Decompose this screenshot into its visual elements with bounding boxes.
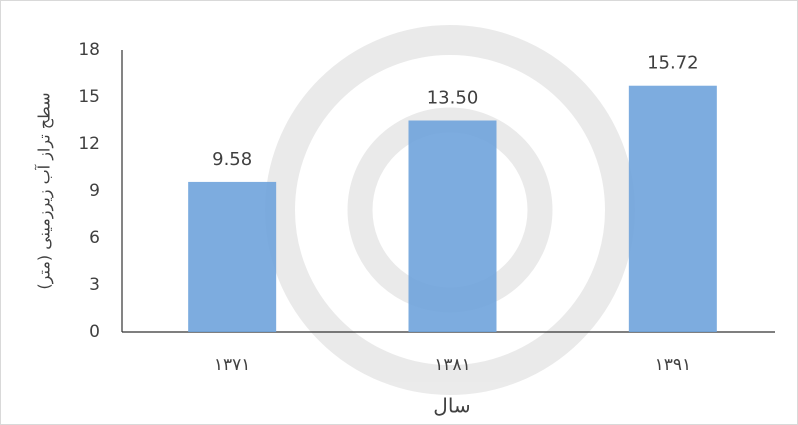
value-label: 9.58 <box>212 149 252 170</box>
chart: سال سطح تراز آب زیرزمینی (متر) 0 3 6 9 12 15 1… <box>0 0 798 425</box>
bar <box>629 86 717 332</box>
value-label: 13.50 <box>427 88 479 109</box>
y-tick-label: 12 <box>78 134 100 154</box>
y-tick-label: 9 <box>89 181 100 201</box>
x-tick-label: ۱۳۸۱ <box>434 355 471 375</box>
x-tick-label: ۱۳۹۱ <box>655 355 692 375</box>
y-tick-label: 6 <box>89 228 100 248</box>
y-axis-title: سطح تراز آب زیرزمینی (متر) <box>35 92 55 289</box>
x-tick-label: ۱۳۷۱ <box>214 355 251 375</box>
y-tick-label: 3 <box>89 275 100 295</box>
y-tick-label: 0 <box>89 322 100 342</box>
y-tick-label: 18 <box>78 40 100 60</box>
bar <box>409 121 497 333</box>
x-axis-title: سال <box>433 394 470 418</box>
y-tick-label: 15 <box>78 87 100 107</box>
bar <box>188 182 276 332</box>
value-label: 15.72 <box>647 53 699 74</box>
